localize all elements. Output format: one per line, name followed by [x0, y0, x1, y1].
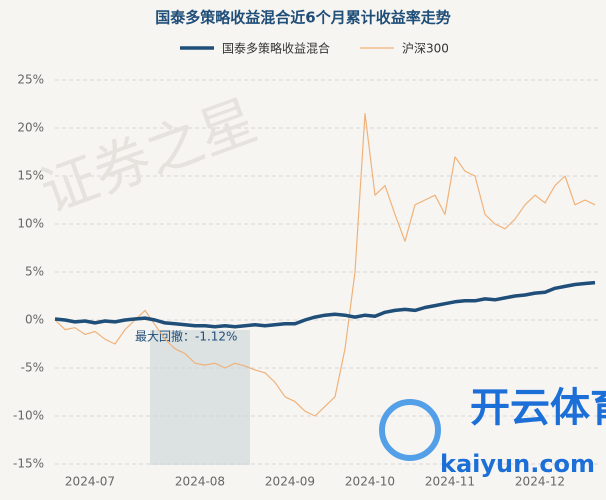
x-tick-label: 2024-10 [345, 475, 395, 489]
y-tick-label: -15% [13, 457, 44, 471]
y-tick-label: -10% [13, 409, 44, 423]
watermark: 开云体育 [470, 385, 606, 431]
y-tick-label: 20% [17, 121, 44, 135]
legend-label: 国泰多策略收益混合 [222, 41, 330, 56]
x-tick-label: 2024-11 [425, 475, 475, 489]
watermark: 证券之星 [32, 88, 265, 226]
x-tick-label: 2024-09 [265, 475, 315, 489]
watermark: kaiyun.com [440, 450, 595, 478]
x-tick-label: 2024-08 [175, 475, 225, 489]
annotation: 最大回撤：-1.12% [135, 329, 237, 344]
y-tick-label: -5% [21, 361, 44, 375]
chart-title: 国泰多策略收益混合近6个月累计收益率走势 [155, 9, 450, 27]
y-tick-label: 0% [25, 313, 44, 327]
series-line [54, 113, 596, 417]
logo [379, 399, 441, 461]
x-tick-label: 2024-12 [515, 475, 565, 489]
x-tick-label: 2024-07 [65, 475, 115, 489]
drawdown-region [150, 330, 250, 465]
y-tick-label: 15% [17, 169, 44, 183]
legend-label: 沪深300 [402, 42, 449, 56]
y-tick-label: 25% [17, 73, 44, 87]
series-line [54, 280, 596, 329]
y-tick-label: 5% [25, 265, 44, 279]
y-tick-label: 10% [17, 217, 44, 231]
